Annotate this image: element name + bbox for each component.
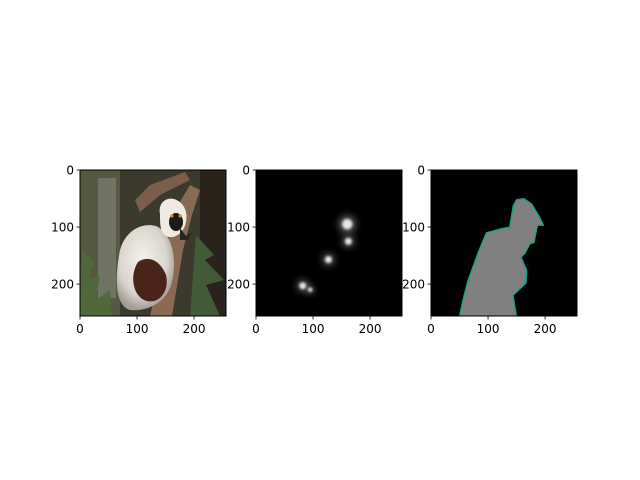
y-tick-label: 0 [417,163,425,177]
y-tick-label: 100 [402,220,425,234]
saliency-blob [307,287,313,293]
panel-photo: 0 100 200 0 100 200 [51,163,227,336]
y-tick-label: 0 [66,163,74,177]
x-tick-label: 200 [183,322,206,336]
x-tick-label: 100 [477,322,500,336]
mask-image [431,170,577,316]
y-tick-label: 0 [242,163,250,177]
saliency-blobs [297,215,356,294]
axis-ticks: 0 100 200 0 100 200 [51,163,205,336]
x-tick-label: 0 [427,322,435,336]
axis-ticks: 0 100 200 0 100 200 [227,163,381,336]
panel-mask: 0 100 200 0 100 200 [402,163,578,336]
saliency-image [256,170,402,316]
y-tick-label: 200 [227,277,250,291]
y-tick-label: 100 [227,220,250,234]
y-tick-label: 200 [51,277,74,291]
saliency-blob [342,219,353,230]
axes-frame [255,169,403,317]
saliency-blob [299,282,307,290]
axes-frame [430,169,578,317]
x-tick-label: 0 [76,322,84,336]
x-tick-label: 200 [359,322,382,336]
y-tick-label: 200 [402,277,425,291]
panel-saliency: 0 100 200 0 100 200 [227,163,403,336]
axes-frame [79,169,227,317]
axis-ticks: 0 100 200 0 100 200 [402,163,556,336]
x-tick-label: 0 [252,322,260,336]
saliency-blob [325,256,332,263]
saliency-blob [344,237,352,245]
x-tick-label: 100 [126,322,149,336]
y-tick-label: 100 [51,220,74,234]
photo-image [80,170,226,316]
mask-region [458,197,545,316]
x-tick-label: 200 [534,322,557,336]
x-tick-label: 100 [302,322,325,336]
